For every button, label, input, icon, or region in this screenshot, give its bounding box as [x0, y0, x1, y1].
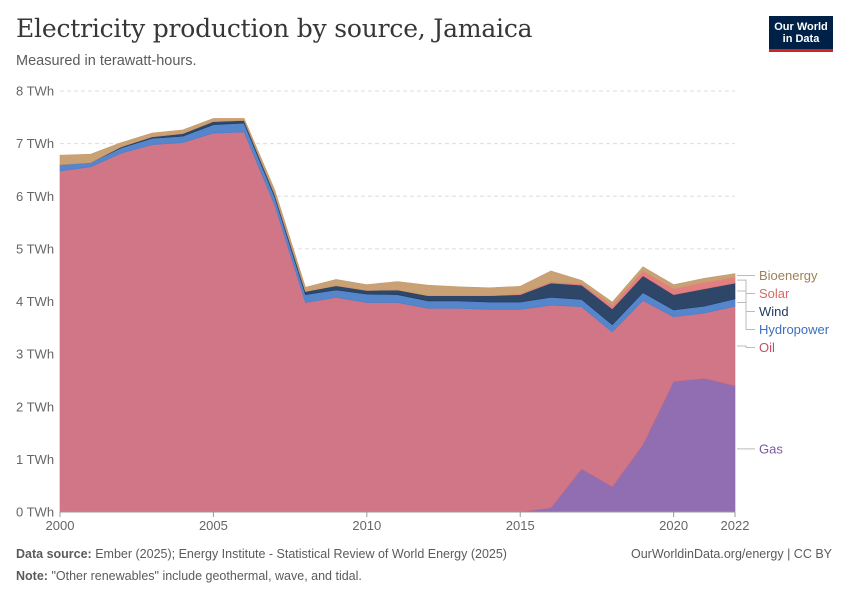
x-axis: 2000 2005 2010 2015 2020 2022 — [46, 511, 750, 533]
note-line: Note: "Other renewables" include geother… — [16, 569, 362, 583]
y-tick-label: 8 TWh — [16, 84, 54, 99]
chart-area: 0 TWh 1 TWh 2 TWh 3 TWh 4 TWh 5 TWh 6 TWh 7 TWh… — [16, 84, 830, 534]
legend-label-bioenergy[interactable]: Bioenergy — [759, 268, 818, 283]
y-tick-label: 7 TWh — [16, 136, 54, 151]
logo-line-1: Our World — [774, 20, 828, 33]
legend: Bioenergy Solar Wind Hydropower Oil Gas — [737, 268, 830, 456]
y-tick-label: 2 TWh — [16, 399, 54, 414]
y-tick-label: 3 TWh — [16, 347, 54, 362]
owid-logo[interactable]: Our World in Data — [769, 16, 833, 52]
legend-label-hydropower[interactable]: Hydropower — [759, 322, 830, 337]
x-tick-label: 2005 — [199, 518, 228, 533]
data-source-label: Data source: — [16, 547, 92, 561]
chart-title: Electricity production by source, Jamaic… — [16, 14, 533, 43]
legend-connector — [737, 345, 755, 348]
y-tick-label: 5 TWh — [16, 241, 54, 256]
legend-label-gas[interactable]: Gas — [759, 441, 783, 456]
y-tick-label: 1 TWh — [16, 452, 54, 467]
chart-subtitle: Measured in terawatt-hours. — [16, 53, 197, 69]
x-tick-label: 2000 — [46, 518, 75, 533]
area-oil[interactable] — [59, 131, 736, 513]
y-axis: 0 TWh 1 TWh 2 TWh 3 TWh 4 TWh 5 TWh 6 TWh 7 TWh… — [16, 84, 54, 520]
legend-label-oil[interactable]: Oil — [759, 340, 775, 355]
legend-label-solar[interactable]: Solar — [759, 286, 790, 301]
data-source-text: Ember (2025); Energy Institute - Statist… — [95, 547, 507, 561]
y-tick-label: 0 TWh — [16, 505, 54, 520]
note-label: Note: — [16, 569, 48, 583]
x-tick-label: 2015 — [506, 518, 535, 533]
series-areas — [59, 118, 736, 513]
data-source-line: Data source: Ember (2025); Energy Instit… — [16, 547, 507, 561]
y-tick-label: 4 TWh — [16, 294, 54, 309]
note-text: "Other renewables" include geothermal, w… — [51, 569, 362, 583]
legend-connector — [737, 302, 755, 330]
x-tick-label: 2020 — [659, 518, 688, 533]
legend-connector — [737, 279, 755, 294]
x-tick-label: 2022 — [721, 518, 750, 533]
credit-link[interactable]: OurWorldinData.org/energy | CC BY — [630, 547, 832, 561]
legend-label-wind[interactable]: Wind — [759, 304, 789, 319]
area-bioenergy[interactable] — [59, 118, 736, 306]
logo-line-2: in Data — [782, 33, 820, 45]
y-tick-label: 6 TWh — [16, 189, 54, 204]
x-tick-label: 2010 — [352, 518, 381, 533]
legend-connector — [737, 290, 755, 312]
